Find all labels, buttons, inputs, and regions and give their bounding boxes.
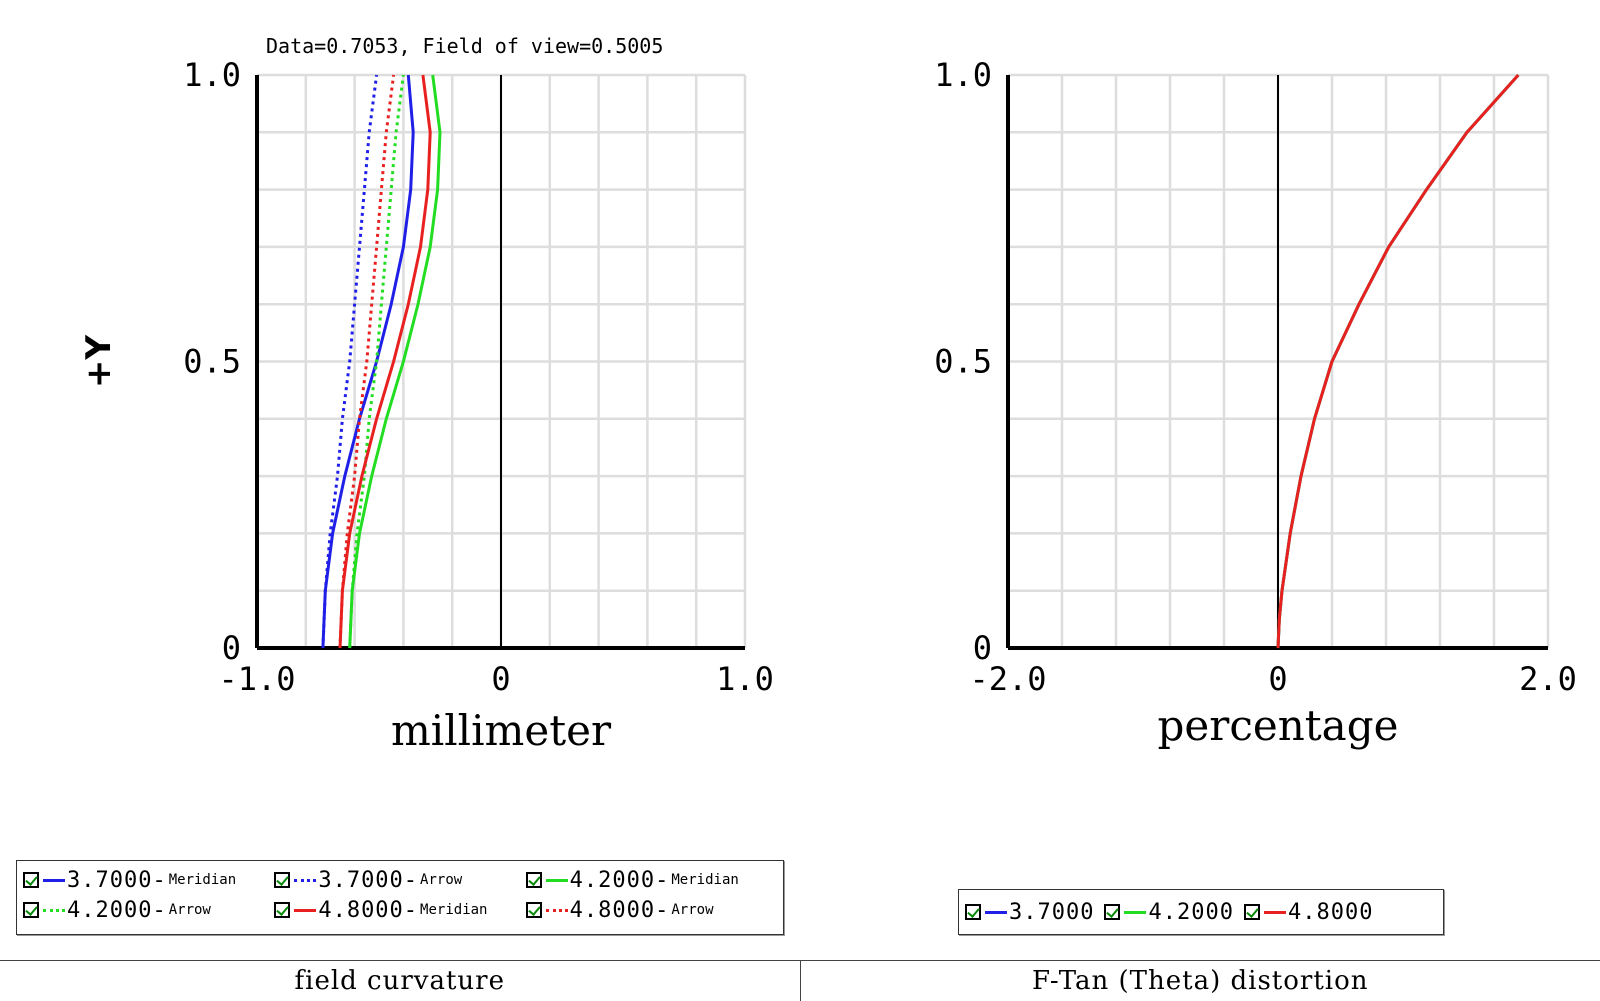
legend-label: 3.7000- [318,868,418,893]
legend-item[interactable]: 4.8000-Arrow [526,898,767,923]
legend-kind: Arrow [169,902,211,918]
x-tick-label: 0 [1268,660,1287,698]
legend-swatch [1264,911,1286,914]
x-axis-label: millimeter [391,706,612,755]
legend-label: 4.8000- [570,898,670,923]
legend-swatch [294,909,316,912]
legend-item[interactable]: 3.7000-Arrow [274,868,515,893]
legend-row: 3.7000 4.2000 4.8000 [965,897,1437,927]
legend-swatch [546,879,568,882]
caption-distortion: F-Tan (Theta) distortion [800,961,1600,1001]
checkbox-icon[interactable] [23,872,39,888]
legend-label: 4.8000 [1288,900,1373,925]
checkbox-icon[interactable] [1104,904,1120,920]
legend-kind: Meridian [420,902,487,918]
y-tick-label: 0.5 [934,343,992,381]
caption-bar: field curvature F-Tan (Theta) distortion [0,960,1600,1001]
y-tick-label: 1.0 [934,56,992,94]
legend-item[interactable]: 3.7000-Meridian [23,868,264,893]
legend-kind: Meridian [169,872,236,888]
checkbox-icon[interactable] [23,902,39,918]
legend-swatch [294,879,316,882]
distortion-legend: 3.7000 4.2000 4.8000 [958,889,1444,935]
legend-item[interactable]: 4.2000-Arrow [23,898,264,923]
legend-label: 4.2000- [570,868,670,893]
checkbox-icon[interactable] [1244,904,1260,920]
legend-label: 4.2000- [67,898,167,923]
checkbox-icon[interactable] [526,902,542,918]
y-tick-label: 0 [222,629,241,667]
legend-label: 3.7000 [1009,900,1094,925]
legend-kind: Arrow [420,872,462,888]
legend-swatch [43,909,65,912]
legend-swatch [43,879,65,882]
checkbox-icon[interactable] [274,872,290,888]
legend-swatch [546,909,568,912]
legend-item[interactable]: 4.2000-Meridian [526,868,767,893]
y-tick-label: 0.5 [183,343,241,381]
x-axis-label: percentage [1158,701,1399,750]
legend-swatch [1124,911,1146,914]
legend-label: 4.2000 [1148,900,1233,925]
x-tick-label: 0 [491,660,510,698]
legend-item[interactable]: 4.2000 [1104,900,1233,925]
y-tick-label: 0 [973,629,992,667]
legend-kind: Meridian [671,872,738,888]
checkbox-icon[interactable] [965,904,981,920]
legend-label: 3.7000- [67,868,167,893]
caption-field-curvature: field curvature [0,961,800,1001]
legend-item[interactable]: 3.7000 [965,900,1094,925]
y-tick-label: 1.0 [183,56,241,94]
legend-label: 4.8000- [318,898,418,923]
x-tick-label: 2.0 [1519,660,1577,698]
checkbox-icon[interactable] [274,902,290,918]
legend-item[interactable]: 4.8000 [1244,900,1373,925]
x-tick-label: 1.0 [716,660,774,698]
legend-kind: Arrow [671,902,713,918]
legend-swatch [985,911,1007,914]
legend-item[interactable]: 4.8000-Meridian [274,898,515,923]
info-text: Data=0.7053, Field of view=0.5005 [266,34,663,58]
checkbox-icon[interactable] [526,872,542,888]
y-axis-label: +Y [79,335,119,388]
